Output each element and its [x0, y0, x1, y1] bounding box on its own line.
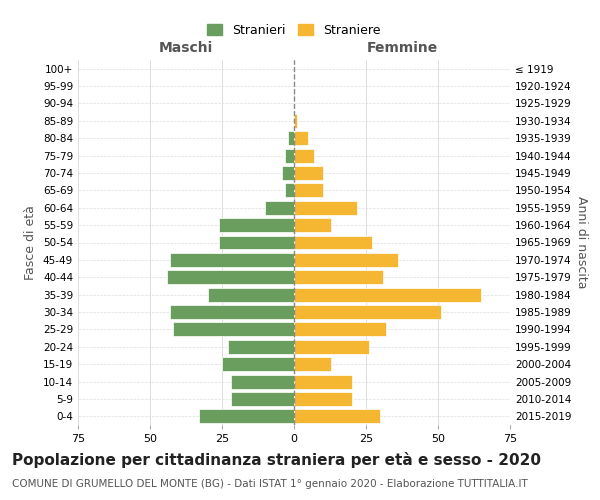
- Bar: [219, 236, 294, 250]
- Bar: [167, 270, 294, 284]
- Bar: [283, 166, 294, 180]
- Y-axis label: Fasce di età: Fasce di età: [25, 205, 37, 280]
- Bar: [294, 236, 372, 250]
- Bar: [170, 305, 294, 319]
- Bar: [294, 392, 352, 406]
- Text: COMUNE DI GRUMELLO DEL MONTE (BG) - Dati ISTAT 1° gennaio 2020 - Elaborazione TU: COMUNE DI GRUMELLO DEL MONTE (BG) - Dati…: [12, 479, 528, 489]
- Bar: [199, 410, 294, 424]
- Bar: [294, 218, 331, 232]
- Text: Popolazione per cittadinanza straniera per età e sesso - 2020: Popolazione per cittadinanza straniera p…: [12, 452, 541, 468]
- Text: Femmine: Femmine: [367, 41, 437, 55]
- Bar: [294, 253, 398, 267]
- Bar: [265, 201, 294, 214]
- Bar: [294, 305, 441, 319]
- Bar: [228, 340, 294, 353]
- Bar: [294, 288, 481, 302]
- Bar: [230, 374, 294, 388]
- Bar: [294, 114, 297, 128]
- Bar: [294, 132, 308, 145]
- Bar: [294, 270, 383, 284]
- Bar: [294, 184, 323, 198]
- Bar: [294, 374, 352, 388]
- Bar: [288, 132, 294, 145]
- Legend: Stranieri, Straniere: Stranieri, Straniere: [202, 19, 386, 42]
- Bar: [294, 340, 369, 353]
- Bar: [286, 184, 294, 198]
- Bar: [173, 322, 294, 336]
- Bar: [294, 148, 314, 162]
- Bar: [222, 357, 294, 371]
- Bar: [230, 392, 294, 406]
- Bar: [294, 166, 323, 180]
- Text: Maschi: Maschi: [159, 41, 213, 55]
- Bar: [294, 322, 386, 336]
- Bar: [219, 218, 294, 232]
- Bar: [170, 253, 294, 267]
- Bar: [286, 148, 294, 162]
- Bar: [294, 357, 331, 371]
- Bar: [294, 410, 380, 424]
- Bar: [208, 288, 294, 302]
- Bar: [294, 201, 358, 214]
- Y-axis label: Anni di nascita: Anni di nascita: [575, 196, 588, 289]
